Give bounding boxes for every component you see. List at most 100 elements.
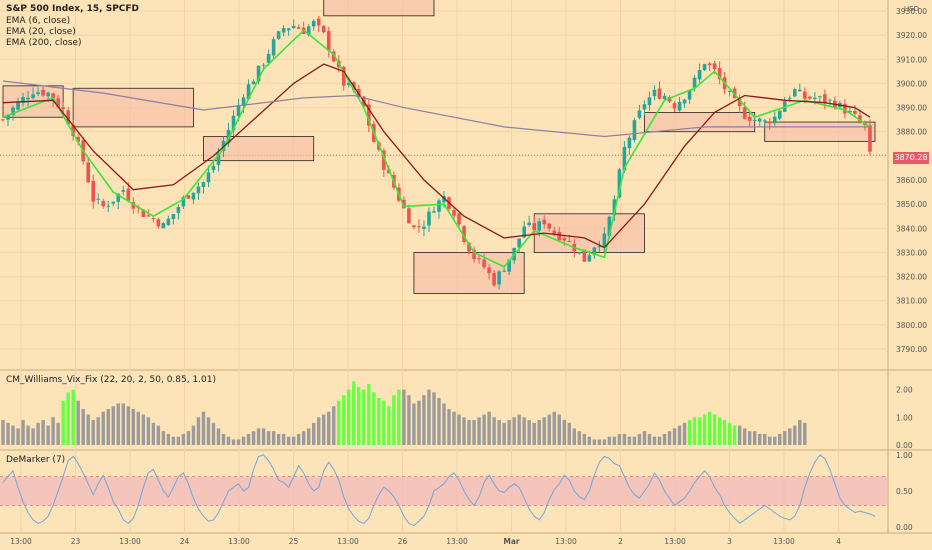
candle-body: [201, 182, 206, 187]
candle-body: [51, 93, 55, 101]
candle-body: [422, 226, 426, 229]
y-tick-label: 3830.00: [896, 248, 927, 257]
vix-bar: [462, 417, 466, 445]
vix-bar: [522, 417, 526, 445]
y-tick-label: 3860.00: [896, 176, 927, 185]
candle-body: [557, 231, 562, 241]
vix-bar: [151, 422, 156, 445]
candle-body: [166, 218, 171, 226]
candle-body: [777, 110, 782, 119]
vix-bar: [246, 433, 251, 445]
vix-bar: [562, 420, 566, 445]
vix-bar: [266, 431, 271, 445]
vix-bar: [201, 411, 206, 445]
candle-body: [637, 110, 642, 118]
x-tick-label: 2: [618, 537, 623, 546]
candle-body: [382, 150, 386, 170]
ema-line: [2, 80, 870, 138]
x-tick-label: 25: [289, 537, 299, 546]
candle-body: [787, 98, 792, 100]
legend-ema6: EMA (6, close): [6, 16, 71, 26]
candle-body: [442, 195, 446, 203]
vix-tick-label: 1.00: [896, 413, 913, 422]
vix-bar: [312, 422, 316, 445]
vix-bar: [296, 433, 301, 445]
zone-box: [72, 87, 194, 128]
x-tick-label: 3: [727, 537, 732, 546]
candle-body: [101, 201, 106, 207]
vix-bar: [697, 417, 702, 445]
candle-body: [61, 107, 65, 109]
candle-body: [853, 110, 857, 114]
vix-bar: [602, 439, 607, 445]
candle-body: [106, 205, 111, 207]
x-tick-label: Mar: [503, 537, 520, 546]
candle-body: [772, 116, 777, 124]
candle-body: [251, 81, 256, 85]
candle-body: [682, 99, 687, 104]
candle-body: [567, 240, 572, 242]
candle-body: [111, 201, 116, 204]
vix-bar: [587, 436, 592, 445]
candle-body: [472, 249, 476, 260]
symbol-title: S&P 500 Index, 15, SPCFD: [6, 4, 140, 14]
vix-bar: [682, 422, 687, 445]
vix-bar: [642, 431, 647, 445]
demarker-tick-label: 0.00: [896, 523, 913, 532]
candle-body: [417, 226, 421, 228]
vix-bar: [632, 436, 637, 445]
candle-body: [151, 218, 156, 220]
y-tick-label: 3930.00: [896, 7, 927, 16]
candle-body: [612, 199, 617, 216]
ema-line: [2, 63, 871, 249]
vix-bar: [96, 417, 100, 445]
candle-body: [457, 213, 461, 225]
candle-body: [16, 101, 20, 110]
candle-body: [276, 31, 281, 39]
vix-fix-label: CM_Williams_Vix_Fix (22, 20, 2, 50, 0.85…: [6, 375, 217, 385]
candle-body: [762, 120, 767, 122]
candle-body: [296, 27, 301, 29]
vix-bar: [788, 428, 792, 445]
vix-bar: [447, 409, 451, 445]
vix-bar: [557, 414, 561, 445]
vix-bar: [181, 433, 186, 445]
candle-body: [231, 115, 236, 131]
zone-box: [764, 121, 876, 142]
vix-bar: [101, 411, 105, 445]
candle-body: [492, 273, 496, 286]
vix-bar: [707, 411, 712, 445]
candle-body: [727, 90, 732, 92]
vix-bar: [793, 425, 797, 445]
candle-body: [271, 39, 276, 56]
candle-body: [341, 66, 346, 86]
candle-body: [737, 99, 742, 107]
vix-bar: [677, 425, 682, 445]
candle-body: [622, 146, 627, 171]
candle-body: [176, 207, 181, 213]
vix-bar: [1, 420, 5, 445]
vix-bar: [66, 392, 70, 445]
vix-bar: [732, 425, 737, 445]
ema-lines: [2, 29, 871, 268]
vix-bar: [86, 414, 90, 445]
candle-body: [467, 242, 471, 252]
vix-bar: [377, 397, 381, 445]
candle-body: [367, 104, 371, 126]
candle-body: [216, 153, 221, 165]
x-tick-label: 13:00: [119, 537, 141, 546]
vix-bar: [597, 439, 602, 445]
vix-bar: [372, 392, 376, 445]
candle-body: [632, 120, 637, 141]
vix-bar: [186, 431, 191, 445]
candle-body: [321, 25, 326, 33]
vix-bar: [622, 433, 627, 445]
candle-body: [587, 255, 592, 262]
vix-bar: [51, 417, 55, 445]
vix-bar: [567, 422, 571, 445]
candle-body: [116, 193, 121, 202]
vix-bar: [276, 433, 281, 445]
vix-bar: [91, 420, 95, 445]
vix-bar: [537, 420, 541, 445]
